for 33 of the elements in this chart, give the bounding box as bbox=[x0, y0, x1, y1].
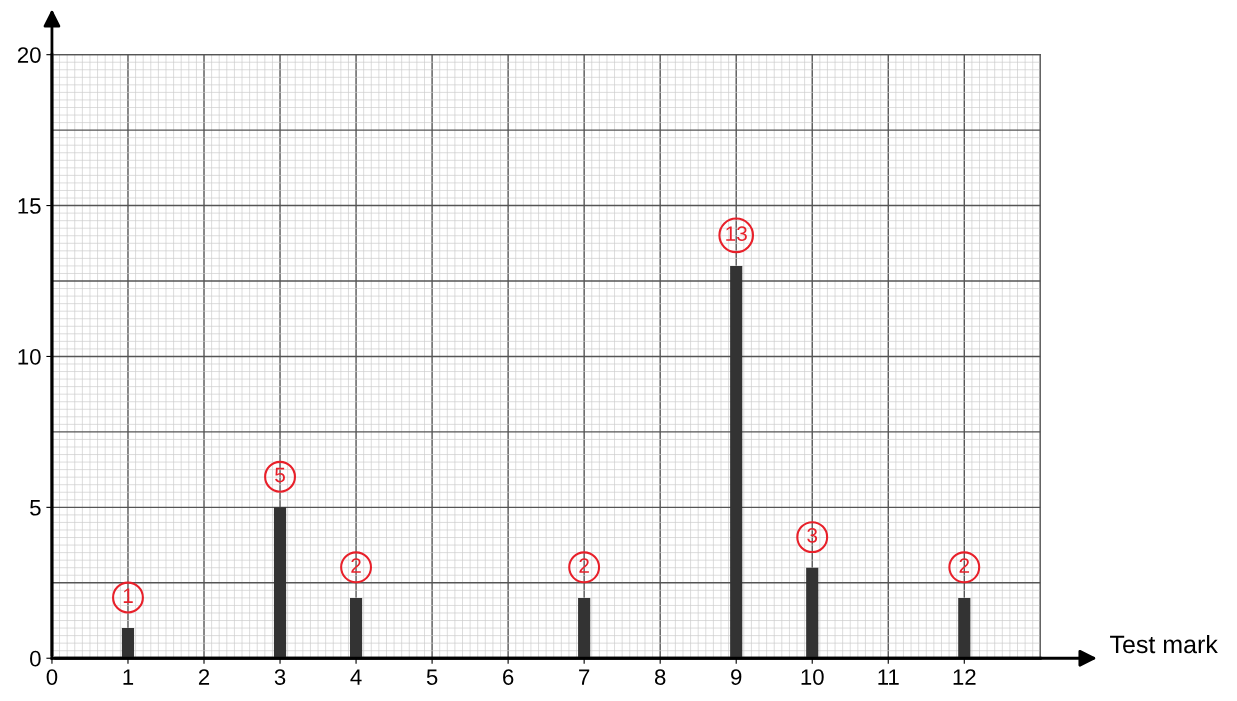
data-label: 3 bbox=[807, 527, 818, 543]
x-tick-label: 10 bbox=[801, 669, 824, 685]
y-tick-label: 10 bbox=[18, 348, 41, 365]
x-tick-label: 6 bbox=[503, 669, 514, 685]
y-tick-label: 5 bbox=[30, 500, 41, 516]
y-tick-label: 15 bbox=[18, 198, 41, 214]
bar bbox=[578, 597, 591, 659]
bar bbox=[730, 265, 743, 659]
data-label: 2 bbox=[579, 558, 589, 573]
x-tick-label: 7 bbox=[579, 669, 590, 685]
data-label: 2 bbox=[351, 558, 361, 573]
data-label: 2 bbox=[959, 558, 970, 573]
y-tick-label: 0 bbox=[30, 650, 41, 667]
bar bbox=[121, 628, 135, 659]
y-tick-label: 20 bbox=[17, 47, 41, 63]
bar bbox=[958, 597, 971, 659]
x-tick-label: 2 bbox=[198, 669, 210, 685]
data-label: 1 bbox=[123, 588, 133, 603]
x-tick-label: 12 bbox=[953, 669, 976, 685]
x-tick-label: 9 bbox=[731, 669, 742, 685]
bar bbox=[273, 507, 287, 659]
data-label: 5 bbox=[275, 467, 285, 483]
x-axis-title: Test mark bbox=[1110, 634, 1218, 654]
bar bbox=[349, 597, 363, 659]
x-tick-label: 3 bbox=[274, 669, 286, 685]
x-tick-label: 8 bbox=[654, 669, 666, 685]
x-tick-label: 4 bbox=[350, 669, 362, 685]
data-label: 13 bbox=[726, 226, 747, 241]
x-tick-label: 5 bbox=[426, 669, 438, 685]
x-tick-label: 0 bbox=[46, 669, 58, 685]
x-tick-label: 11 bbox=[878, 669, 899, 685]
bar bbox=[806, 567, 819, 659]
x-tick-label: 1 bbox=[123, 669, 134, 685]
